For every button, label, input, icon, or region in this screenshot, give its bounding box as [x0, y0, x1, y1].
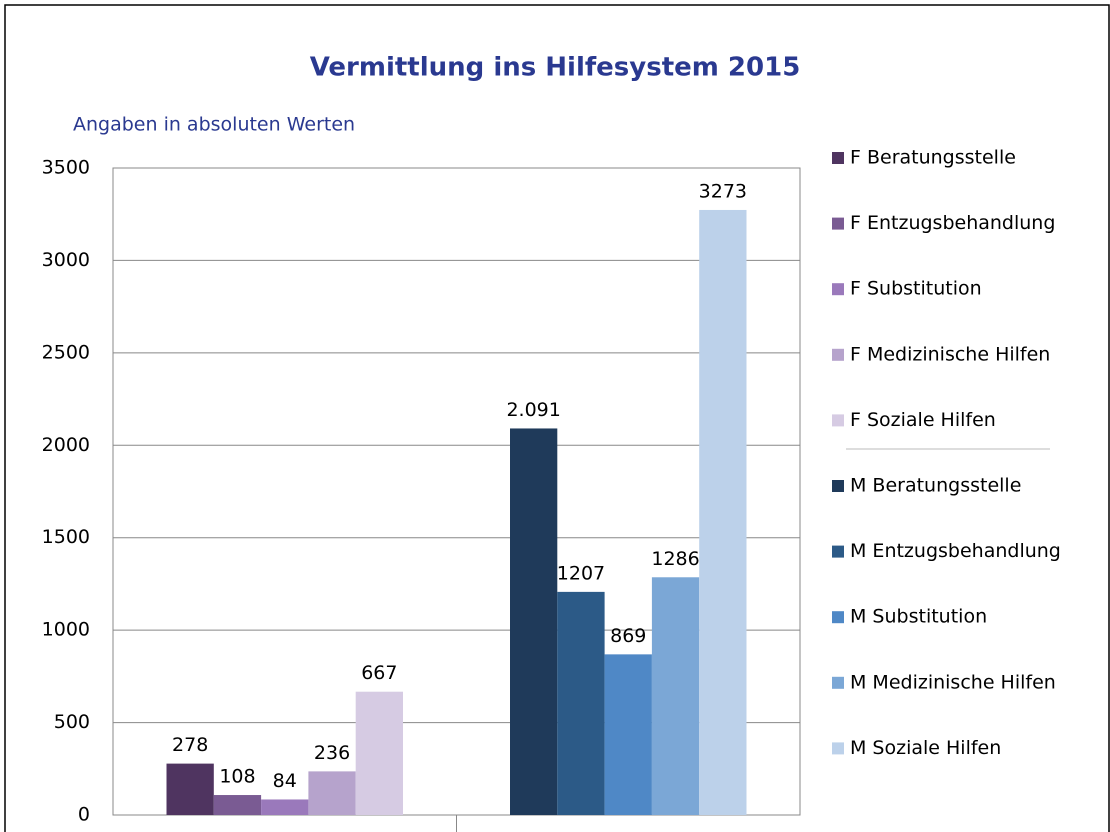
y-tick-label: 2000 — [42, 434, 90, 456]
legend-swatch — [832, 545, 844, 558]
legend-swatch — [832, 611, 844, 624]
legend-swatch — [832, 676, 844, 689]
data-label: 3273 — [699, 180, 747, 202]
data-label: 236 — [314, 742, 350, 764]
bar — [510, 428, 558, 815]
data-label: 869 — [610, 625, 646, 647]
legend-label: M Soziale Hilfen — [850, 737, 1001, 759]
data-label: 278 — [172, 734, 208, 756]
bar — [557, 591, 605, 815]
data-label: 667 — [361, 662, 397, 684]
legend-label: F Soziale Hilfen — [850, 409, 996, 431]
bar — [355, 691, 403, 815]
legend-swatch — [832, 152, 844, 164]
legend-label: M Beratungsstelle — [850, 475, 1021, 497]
legend-label: M Substitution — [850, 606, 987, 628]
bar — [213, 795, 262, 815]
y-tick-label: 0 — [78, 804, 90, 826]
bar — [166, 763, 214, 815]
legend-swatch — [832, 742, 844, 755]
chart-title: Vermittlung ins Hilfesystem 2015 — [310, 53, 801, 83]
legend-swatch — [832, 348, 844, 361]
y-tick-label: 2500 — [42, 341, 90, 363]
bar — [261, 799, 309, 815]
legend-label: F Entzugsbehandlung — [850, 212, 1055, 234]
legend-label: F Substitution — [850, 278, 982, 300]
legend-label: M Medizinische Hilfen — [850, 671, 1056, 693]
data-label: 108 — [219, 766, 255, 788]
legend-label: F Beratungsstelle — [850, 147, 1016, 169]
y-tick-label: 3000 — [42, 249, 90, 271]
legend-swatch — [832, 217, 844, 230]
y-tick-label: 3500 — [42, 157, 90, 179]
y-tick-label: 1500 — [42, 526, 90, 548]
data-label: 1286 — [651, 548, 699, 570]
bar — [651, 577, 700, 815]
chart-subtitle: Angaben in absoluten Werten — [73, 114, 355, 136]
bar — [604, 654, 652, 815]
y-tick-label: 1000 — [42, 619, 90, 641]
data-label: 2.091 — [506, 399, 560, 421]
legend-swatch — [832, 414, 844, 427]
y-tick-label: 500 — [54, 711, 90, 733]
legend-label: M Entzugsbehandlung — [850, 540, 1061, 562]
bar — [308, 771, 356, 815]
legend-swatch — [832, 283, 844, 296]
data-label: 84 — [273, 770, 297, 792]
legend-label: F Medizinische Hilfen — [850, 343, 1050, 365]
legend-swatch — [832, 480, 844, 492]
bar — [699, 209, 747, 815]
data-label: 1207 — [557, 562, 605, 584]
